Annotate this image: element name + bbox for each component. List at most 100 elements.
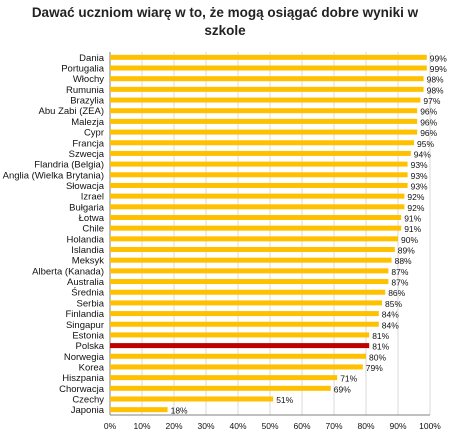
bar [110, 108, 418, 114]
chart-title-line-2: szkole [204, 23, 246, 38]
x-tick-label: 80% [357, 421, 374, 431]
value-label: 86% [388, 288, 405, 298]
bar [110, 182, 408, 188]
bar [110, 193, 405, 199]
category-label: Finlandia [65, 309, 104, 320]
category-label: Polska [75, 341, 104, 352]
value-label: 97% [423, 96, 440, 106]
category-label: Flandria (Belgia) [34, 160, 104, 171]
bar [110, 321, 379, 327]
bar [110, 332, 370, 338]
bar [110, 204, 405, 210]
category-label: Włochy [73, 74, 104, 85]
value-label: 81% [372, 342, 389, 352]
category-label: Bułgaria [69, 202, 105, 213]
bar [110, 65, 427, 71]
category-label: Malezja [71, 117, 104, 128]
bar [110, 364, 363, 370]
bar [110, 247, 395, 253]
value-label: 87% [391, 278, 408, 288]
x-tick-label: 90% [389, 421, 406, 431]
x-tick-label: 10% [133, 421, 150, 431]
bar [110, 396, 274, 402]
bars [110, 54, 427, 413]
value-label: 51% [276, 395, 293, 405]
value-label: 93% [411, 160, 428, 170]
bar [110, 214, 402, 220]
value-label: 98% [427, 85, 444, 95]
bar [110, 140, 414, 146]
category-label: Meksyk [72, 256, 104, 267]
category-label: Norwegia [64, 352, 105, 363]
bar [110, 311, 379, 317]
bar [110, 279, 389, 285]
bar [110, 236, 398, 242]
value-label: 94% [414, 149, 431, 159]
category-label: Średnia [71, 287, 104, 299]
bar [110, 225, 402, 231]
value-label: 91% [404, 213, 421, 223]
category-label: Szwecja [69, 149, 105, 160]
value-label: 71% [340, 374, 357, 384]
value-label: 98% [427, 75, 444, 85]
bar [110, 289, 386, 295]
value-label: 99% [430, 53, 447, 63]
bar-highlight [110, 343, 370, 349]
category-label: Łotwa [79, 213, 105, 224]
bar [110, 129, 418, 135]
bar [110, 161, 408, 167]
category-label: Abu Zabi (ZEA) [39, 106, 104, 117]
category-label: Serbia [77, 298, 105, 309]
value-label: 89% [398, 246, 415, 256]
bar [110, 353, 366, 359]
category-label: Cypr [84, 128, 104, 139]
category-label: Portugalia [61, 64, 104, 75]
bar [110, 407, 168, 413]
category-label: Islandia [71, 245, 104, 256]
category-label: Czechy [72, 394, 104, 405]
value-label: 96% [420, 107, 437, 117]
category-label: Australia [67, 277, 105, 288]
value-label: 69% [334, 384, 351, 394]
x-tick-label: 70% [325, 421, 342, 431]
category-label: Rumunia [66, 85, 105, 96]
value-label: 96% [420, 117, 437, 127]
category-label: Alberta (Kanada) [32, 266, 104, 277]
value-label: 81% [372, 331, 389, 341]
category-label: Anglia (Wielka Brytania) [3, 170, 104, 181]
x-tick-label: 20% [165, 421, 182, 431]
value-label: 99% [430, 64, 447, 74]
value-label: 85% [385, 299, 402, 309]
value-label: 93% [411, 171, 428, 181]
x-tick-label: 0% [104, 421, 117, 431]
bar [110, 86, 424, 92]
bar [110, 150, 411, 156]
bar [110, 54, 427, 60]
category-label: Chile [82, 224, 104, 235]
category-label: Francja [72, 138, 104, 149]
category-label: Dania [79, 53, 105, 64]
value-label: 84% [382, 320, 399, 330]
labels: 0% 10% 20% 30% 40% 50% 60% 70% 80% 90% 100% Dania 99… [3, 53, 448, 431]
bar [110, 257, 392, 263]
bar [110, 97, 421, 103]
bar [110, 385, 331, 391]
bar [110, 300, 382, 306]
x-tick-label: 100% [419, 421, 441, 431]
category-label: Słowacja [66, 181, 105, 192]
value-label: 92% [407, 203, 424, 213]
x-tick-label: 30% [197, 421, 214, 431]
x-tick-label: 50% [261, 421, 278, 431]
category-label: Izrael [81, 192, 104, 203]
bar [110, 375, 338, 381]
bar [110, 172, 408, 178]
value-label: 96% [420, 128, 437, 138]
value-label: 88% [395, 256, 412, 266]
category-label: Japonia [71, 405, 105, 416]
value-label: 79% [366, 363, 383, 373]
value-label: 90% [401, 235, 418, 245]
x-tick-label: 40% [229, 421, 246, 431]
category-label: Holandia [67, 234, 105, 245]
category-label: Brazylia [70, 96, 105, 107]
